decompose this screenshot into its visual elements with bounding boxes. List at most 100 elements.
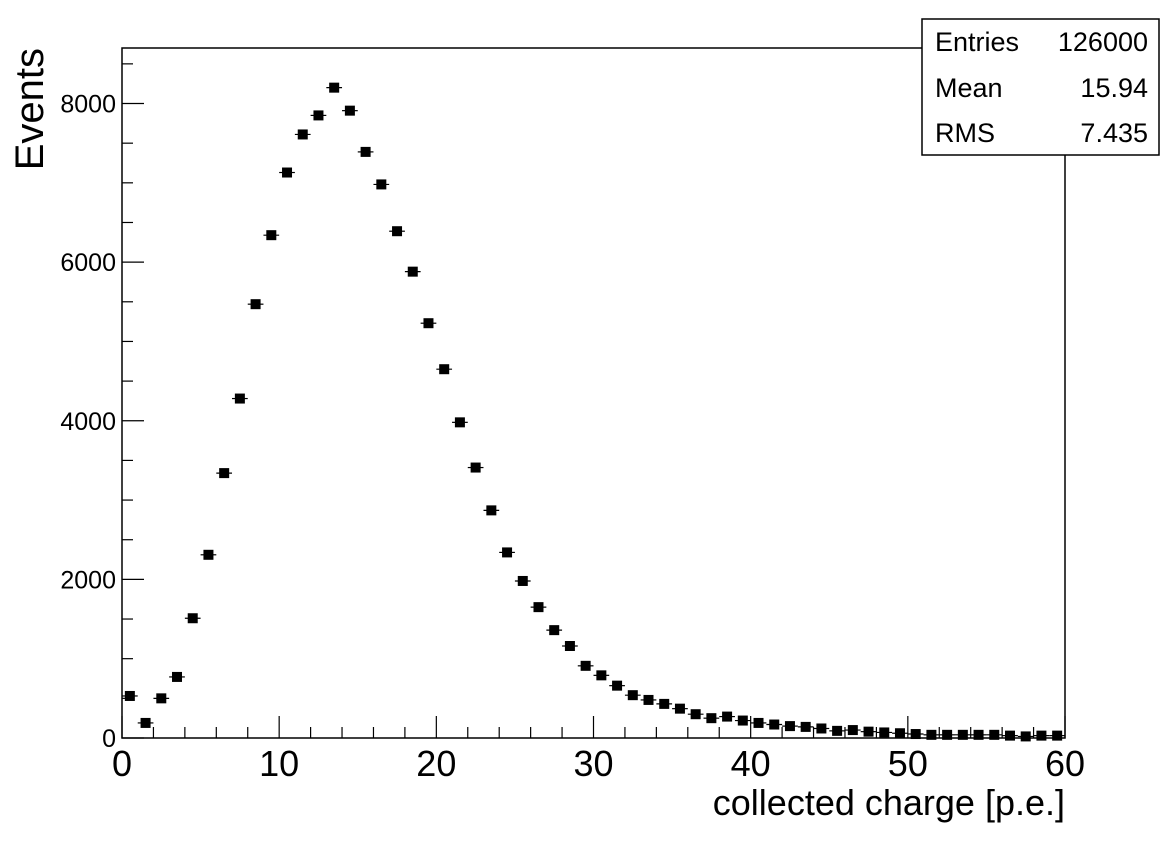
data-point xyxy=(279,167,295,178)
stats-entries-label: Entries xyxy=(935,27,1019,57)
x-tick-label: 30 xyxy=(573,743,613,784)
data-point xyxy=(326,82,343,93)
stats-mean-label: Mean xyxy=(935,73,1003,103)
point-marker xyxy=(957,729,968,740)
data-point xyxy=(970,729,987,740)
data-point xyxy=(122,690,138,701)
point-marker xyxy=(580,660,591,671)
point-marker xyxy=(313,110,324,121)
point-marker xyxy=(1052,730,1063,741)
stats-rms-label: RMS xyxy=(935,118,995,148)
stats-mean-value: 15.94 xyxy=(1080,73,1148,103)
point-marker xyxy=(234,393,245,404)
data-point xyxy=(703,713,720,724)
point-marker xyxy=(282,167,293,178)
x-axis-title: collected charge [p.e.] xyxy=(713,782,1065,823)
x-tick-label: 60 xyxy=(1045,743,1085,784)
data-point xyxy=(593,670,610,681)
data-point xyxy=(1002,730,1018,741)
point-marker xyxy=(533,602,544,613)
y-tick-label: 8000 xyxy=(60,91,116,119)
stats-box-frame xyxy=(921,18,1160,156)
data-point xyxy=(483,505,500,516)
stats-entries-value: 126000 xyxy=(1058,27,1148,57)
data-point xyxy=(342,105,358,116)
data-point xyxy=(687,709,704,720)
data-point xyxy=(232,393,248,404)
data-point xyxy=(404,266,421,277)
data-point xyxy=(1017,731,1034,742)
data-point xyxy=(1049,730,1065,741)
data-point xyxy=(562,641,578,651)
data-point xyxy=(184,613,201,624)
data-point xyxy=(452,417,468,428)
point-marker xyxy=(706,713,717,724)
point-marker xyxy=(942,729,953,740)
point-marker xyxy=(894,728,905,739)
point-marker xyxy=(769,719,780,730)
x-tick-label: 20 xyxy=(416,743,456,784)
data-point xyxy=(609,680,625,691)
point-marker xyxy=(643,694,654,705)
point-marker xyxy=(832,725,843,736)
point-marker xyxy=(800,721,811,732)
x-tick-label: 50 xyxy=(888,743,928,784)
point-marker xyxy=(926,729,937,740)
point-marker xyxy=(203,549,214,560)
point-marker xyxy=(722,711,733,722)
point-marker xyxy=(360,146,371,157)
point-marker xyxy=(329,82,340,93)
x-axis-ticks: 0 10 20 30 40 50 60 xyxy=(112,716,1085,784)
point-marker xyxy=(847,725,858,736)
data-point xyxy=(766,719,783,730)
y-tick-label: 0 xyxy=(102,725,116,753)
point-marker xyxy=(816,723,827,734)
point-marker xyxy=(1020,731,1031,742)
point-marker xyxy=(659,698,670,709)
point-marker xyxy=(989,729,1000,740)
point-marker xyxy=(392,226,403,237)
data-point xyxy=(263,230,280,241)
data-point xyxy=(734,715,751,726)
data-point xyxy=(797,721,814,732)
point-marker xyxy=(376,179,387,190)
data-point xyxy=(467,462,484,473)
data-point xyxy=(640,694,657,705)
data-point xyxy=(907,729,924,740)
point-marker xyxy=(753,717,764,728)
point-marker xyxy=(879,727,890,738)
point-marker xyxy=(1004,730,1015,741)
data-point xyxy=(954,729,971,740)
point-marker xyxy=(439,364,450,375)
data-point xyxy=(829,725,845,736)
data-point xyxy=(530,602,547,613)
stats-box: Entries 126000 Mean 15.94 RMS 7.435 xyxy=(921,18,1160,156)
data-point xyxy=(719,711,735,722)
point-marker xyxy=(549,625,560,636)
point-marker xyxy=(124,690,135,701)
data-point xyxy=(247,299,264,310)
point-marker xyxy=(250,299,261,310)
point-marker xyxy=(564,641,575,651)
point-marker xyxy=(219,468,230,479)
data-point xyxy=(923,729,940,740)
data-point xyxy=(389,226,405,237)
data-point xyxy=(860,726,877,737)
point-marker xyxy=(266,230,277,241)
y-axis-title: Events xyxy=(8,48,52,170)
data-point xyxy=(514,575,531,586)
data-point xyxy=(436,364,453,375)
data-point xyxy=(499,547,515,558)
data-point xyxy=(310,110,327,121)
point-marker xyxy=(627,690,638,701)
x-tick-label: 10 xyxy=(259,743,299,784)
point-marker xyxy=(486,505,497,516)
point-marker xyxy=(737,715,748,726)
data-point xyxy=(876,727,893,738)
data-point xyxy=(373,179,390,190)
data-point xyxy=(200,549,217,560)
data-point xyxy=(420,318,437,329)
data-point xyxy=(750,717,767,728)
data-point xyxy=(294,129,311,140)
point-marker xyxy=(973,729,984,740)
